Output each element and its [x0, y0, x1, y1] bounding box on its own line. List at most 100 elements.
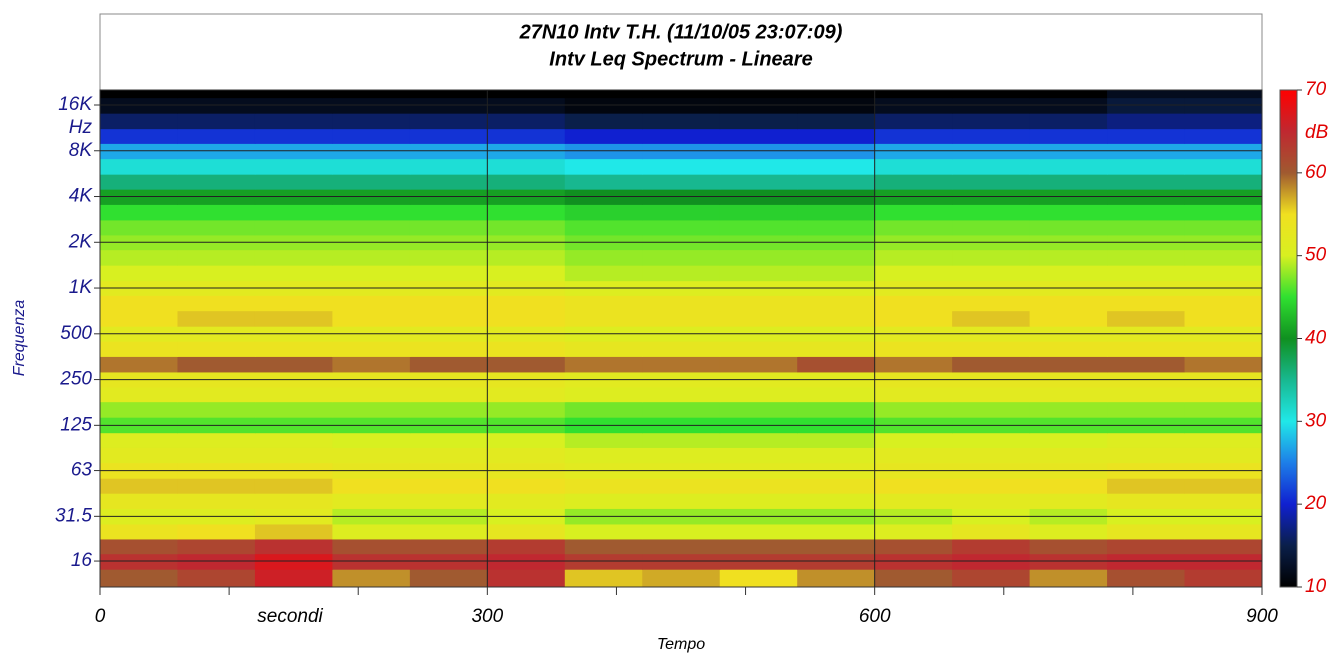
heat-cell	[874, 189, 953, 205]
heat-cell	[254, 356, 333, 373]
heat-cell	[719, 538, 798, 555]
colorbar-tick-label: 10	[1305, 576, 1327, 597]
heat-cell	[642, 356, 721, 373]
heat-cell	[952, 249, 1031, 266]
heat-cell	[797, 493, 876, 509]
heat-cell	[100, 295, 178, 312]
heat-cell	[874, 401, 953, 418]
heat-cell	[642, 174, 721, 190]
heat-cell	[100, 219, 178, 236]
heat-cell	[409, 174, 488, 190]
heat-cell	[564, 189, 643, 205]
heat-cell	[100, 553, 178, 570]
heat-cell	[1029, 143, 1108, 160]
heat-cell	[642, 143, 721, 160]
heat-cell	[254, 386, 333, 403]
heat-cell	[1107, 97, 1186, 114]
heat-cell	[719, 295, 798, 312]
heat-cell	[874, 356, 953, 373]
heat-cell	[409, 553, 488, 570]
heat-cell	[1029, 113, 1108, 130]
heat-cell	[487, 432, 566, 448]
heat-cell	[642, 401, 721, 418]
heat-cell	[409, 493, 488, 509]
heat-cell	[332, 356, 411, 373]
heat-cell	[719, 310, 798, 327]
heat-cell	[952, 113, 1031, 130]
heat-cell	[797, 219, 876, 236]
heat-cell	[177, 143, 256, 160]
heat-cell	[177, 90, 256, 99]
heat-cell	[874, 295, 953, 312]
heat-cell	[409, 295, 488, 312]
heat-cell	[254, 341, 333, 357]
heat-cell	[719, 249, 798, 266]
heat-cell	[952, 265, 1031, 282]
heat-cell	[952, 401, 1031, 418]
heat-cell	[874, 219, 953, 236]
heat-cell	[797, 189, 876, 205]
heat-cell	[1184, 174, 1263, 190]
heat-cell	[332, 174, 411, 190]
heat-cell	[797, 143, 876, 160]
heat-cell	[797, 295, 876, 312]
heat-cell	[874, 569, 953, 588]
heat-cell	[564, 265, 643, 282]
heat-cell	[177, 158, 256, 175]
y-tick-label: 16K	[58, 94, 93, 115]
heat-cell	[332, 538, 411, 555]
heat-cell	[797, 204, 876, 221]
heat-cell	[642, 295, 721, 312]
heat-cell	[332, 447, 411, 464]
heat-cell	[409, 386, 488, 403]
heat-cell	[332, 113, 411, 130]
heat-cell	[1184, 386, 1263, 403]
heat-cell	[1184, 189, 1263, 205]
heat-cell	[797, 341, 876, 357]
heat-cell	[100, 174, 178, 190]
heat-cell	[1029, 493, 1108, 509]
heat-cell	[409, 478, 488, 494]
heat-cell	[797, 356, 876, 373]
axes: 16K 8K 4K 2K 1K 500 250 125 63 31.5 16 0 300 600 900	[55, 89, 1278, 627]
heat-cell	[332, 386, 411, 403]
heat-cell	[874, 310, 953, 327]
heat-cell	[564, 493, 643, 509]
heat-cell	[254, 128, 333, 144]
heat-cell	[254, 158, 333, 175]
heat-cell	[564, 569, 643, 588]
heat-cell	[177, 569, 256, 588]
heat-cell	[642, 189, 721, 205]
heat-cell	[719, 478, 798, 494]
heat-cell	[409, 219, 488, 236]
heat-cell	[1107, 158, 1186, 175]
heat-cell	[100, 310, 178, 327]
heat-cell	[409, 538, 488, 555]
heat-cell	[177, 447, 256, 464]
heat-cell	[564, 174, 643, 190]
heat-cell	[487, 356, 566, 373]
heat-cell	[254, 295, 333, 312]
heat-cell	[487, 478, 566, 494]
heat-cell	[100, 356, 178, 373]
heat-cell	[100, 204, 178, 221]
heat-cell	[874, 174, 953, 190]
heat-cell	[719, 356, 798, 373]
heat-cell	[564, 204, 643, 221]
heat-cell	[564, 90, 643, 99]
heat-cell	[409, 97, 488, 114]
y-tick-label: 2K	[68, 231, 94, 252]
heat-cell	[254, 538, 333, 555]
heat-cell	[874, 249, 953, 266]
heat-cell	[874, 447, 953, 464]
heat-cell	[177, 432, 256, 448]
y-tick-label: 1K	[69, 277, 94, 298]
heat-cell	[874, 90, 953, 99]
heat-cell	[332, 219, 411, 236]
heat-cell	[487, 295, 566, 312]
heat-cell	[1184, 523, 1263, 540]
heat-cell	[100, 447, 178, 464]
heat-cell	[952, 219, 1031, 236]
heat-cell	[1107, 523, 1186, 540]
colorbar-tick-label: 50	[1305, 245, 1327, 266]
